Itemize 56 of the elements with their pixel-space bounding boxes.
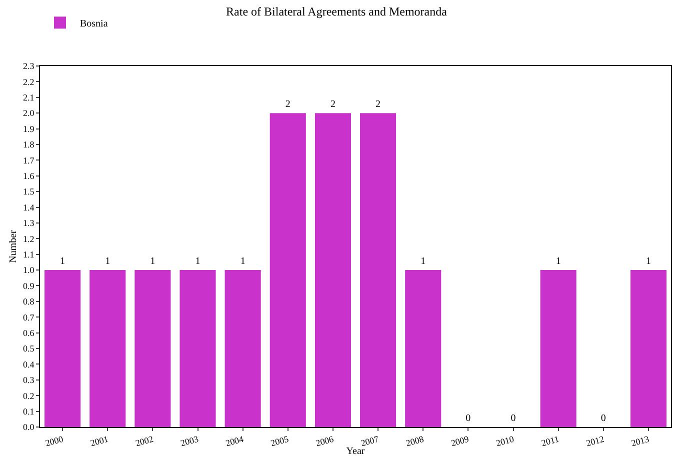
x-tick-label: 2008 bbox=[404, 434, 426, 448]
text: 1.0 bbox=[22, 265, 34, 276]
x-tick-label: 2001 bbox=[89, 434, 110, 448]
text: 0.0 bbox=[22, 422, 34, 432]
x-tick-label: 2012 bbox=[585, 434, 606, 448]
text: 2.2 bbox=[22, 76, 34, 87]
text: 0.4 bbox=[22, 359, 34, 370]
data-label: 2 bbox=[285, 99, 290, 110]
text: 0.7 bbox=[22, 312, 34, 322]
y-axis-title: Number bbox=[8, 229, 19, 263]
x-tick-label: 2003 bbox=[179, 434, 200, 448]
data-label: 1 bbox=[60, 256, 66, 268]
text: 0.3 bbox=[22, 375, 34, 386]
chart-title: Rate of Bilateral Agreements and Memoranda bbox=[226, 4, 448, 18]
data-label: 1 bbox=[195, 256, 200, 268]
text: 1.4 bbox=[22, 202, 34, 212]
text: 2.0 bbox=[22, 108, 34, 118]
text: 0.6 bbox=[22, 328, 34, 338]
text: 1.1 bbox=[22, 250, 34, 260]
x-axis-title: Year bbox=[346, 446, 366, 457]
data-label: 2 bbox=[376, 99, 381, 110]
text: 1.9 bbox=[22, 124, 34, 134]
text: 1.6 bbox=[22, 171, 34, 182]
text: 2.3 bbox=[22, 61, 34, 72]
x-tick-label: 2013 bbox=[630, 434, 651, 448]
data-label: 1 bbox=[240, 256, 246, 268]
data-label: 1 bbox=[556, 256, 561, 268]
text: 0.5 bbox=[22, 344, 34, 354]
text: 0.1 bbox=[22, 406, 34, 416]
text: 1.7 bbox=[22, 155, 34, 166]
data-label: 2 bbox=[330, 99, 336, 110]
x-tick-label: 2009 bbox=[450, 434, 470, 448]
x-tick-label: 2002 bbox=[134, 434, 154, 448]
x-tick-label: 2004 bbox=[224, 434, 245, 448]
x-tick-label: 2006 bbox=[314, 434, 336, 448]
text: 0.9 bbox=[22, 280, 34, 291]
x-tick-label: 2005 bbox=[270, 434, 290, 448]
data-label: 0 bbox=[466, 413, 471, 424]
x-tick-label: 2011 bbox=[540, 434, 560, 448]
legend-label: Bosnia bbox=[80, 18, 108, 30]
text: 0.8 bbox=[22, 296, 34, 307]
text: 1.8 bbox=[22, 140, 34, 150]
data-label: 1 bbox=[420, 256, 426, 268]
text: 0.2 bbox=[22, 390, 34, 401]
text: 1.5 bbox=[22, 186, 34, 197]
x-tick-label: 2000 bbox=[44, 434, 65, 448]
data-label: 0 bbox=[510, 413, 516, 424]
text: 2.1 bbox=[22, 92, 34, 103]
x-tick-label: 2007 bbox=[360, 434, 380, 448]
text: 1.2 bbox=[22, 234, 34, 244]
data-label: 0 bbox=[600, 413, 606, 424]
x-tick-label: 2010 bbox=[494, 434, 516, 448]
data-label: 1 bbox=[646, 256, 651, 268]
data-label: 1 bbox=[150, 256, 156, 268]
data-label: 1 bbox=[105, 256, 110, 268]
text: 1.3 bbox=[22, 218, 34, 228]
